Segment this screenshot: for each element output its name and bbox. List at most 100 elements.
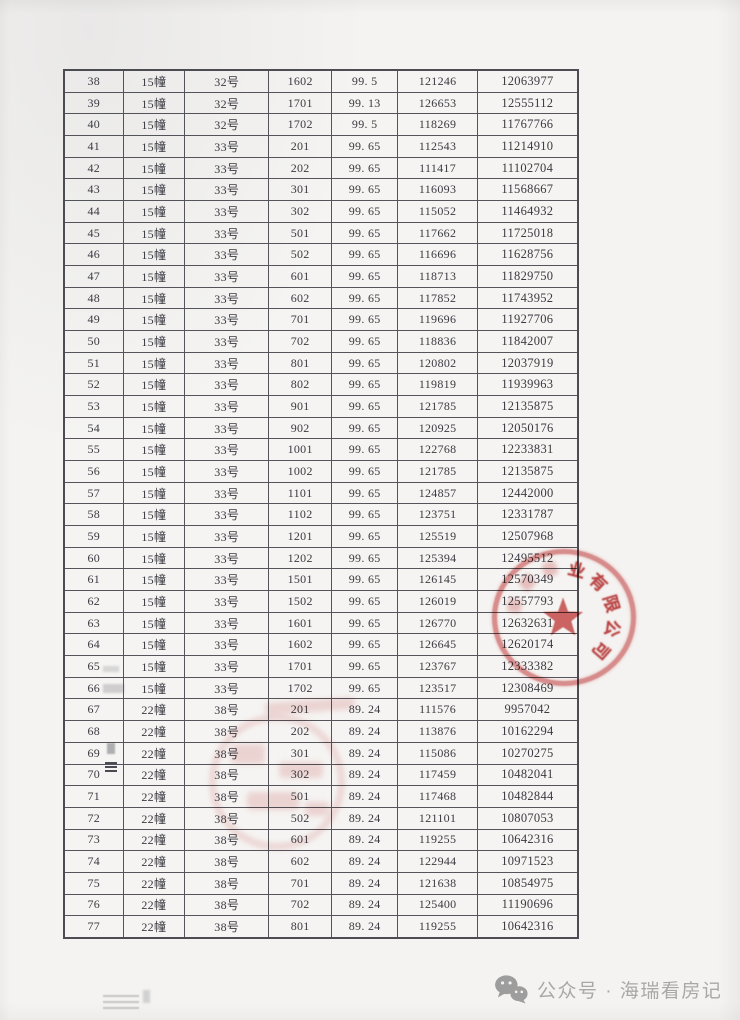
cell-no: 75 (65, 872, 124, 894)
cell-building: 15幢 (124, 331, 186, 352)
cell-unit: 38号 (185, 872, 270, 894)
cell-room: 601 (269, 266, 332, 287)
cell-no: 69 (65, 742, 124, 764)
cell-unit_price: 123767 (398, 656, 478, 677)
cell-area: 99. 65 (332, 547, 399, 569)
cell-area: 99. 65 (332, 331, 399, 352)
cell-room: 802 (269, 374, 332, 396)
cell-room: 902 (269, 417, 332, 439)
cell-no: 44 (65, 201, 124, 222)
price-table: 38 15幢 32号 1602 99. 5 121246 12063977 39 15幢 32号 1… (63, 69, 579, 939)
cell-no: 73 (65, 829, 124, 851)
cell-unit: 33号 (185, 309, 270, 331)
cell-area: 99. 65 (332, 244, 399, 266)
cell-room: 301 (269, 179, 332, 201)
cell-no: 59 (65, 526, 124, 547)
cell-total_price: 10807053 (501, 810, 554, 825)
cell-building: 22幢 (124, 829, 186, 851)
cell-area: 99. 65 (332, 417, 399, 439)
cell-area: 89. 24 (332, 786, 399, 807)
cell-unit: 33号 (185, 157, 270, 179)
cell-total_price: 10482844 (501, 789, 554, 803)
cell-room: 302 (269, 201, 332, 222)
cell-area: 99. 65 (332, 461, 399, 482)
star-icon (543, 596, 584, 636)
cell-total_price: 12135875 (501, 398, 554, 413)
cell-area: 99. 65 (332, 656, 399, 677)
cell-unit_price: 121785 (398, 396, 478, 417)
cell-room: 501 (269, 222, 332, 244)
cell-unit_price: 126019 (398, 591, 478, 612)
cell-building: 15幢 (124, 71, 186, 92)
cell-unit: 33号 (185, 677, 270, 699)
wechat-icon (495, 975, 528, 1004)
cell-unit_price: 111417 (398, 157, 478, 179)
cell-no: 57 (65, 482, 124, 504)
cell-unit: 38号 (185, 894, 270, 916)
table-row: 40 15幢 32号 1702 99. 5 118269 11767766 (65, 114, 577, 137)
cell-total_price: 12331787 (501, 507, 554, 522)
cell-no: 60 (65, 547, 124, 569)
cell-area: 99. 5 (332, 114, 399, 136)
company-seal: 业 有 限 公 司 (492, 549, 636, 686)
cell-room: 1702 (269, 677, 332, 699)
cell-area: 89. 24 (332, 721, 399, 742)
cell-building: 15幢 (124, 287, 186, 309)
cell-unit: 33号 (185, 461, 270, 482)
cell-unit: 33号 (185, 222, 270, 244)
cell-unit: 33号 (185, 547, 270, 569)
cell-room: 702 (269, 331, 332, 352)
table-row: 44 15幢 33号 302 99. 65 115052 11464932 (65, 201, 577, 223)
cell-area: 89. 24 (332, 742, 399, 764)
cell-room: 1701 (269, 656, 332, 677)
table-row: 52 15幢 33号 802 99. 65 119819 11939963 (65, 374, 577, 397)
cell-total_price: 10162294 (501, 723, 554, 738)
cell-no: 43 (65, 179, 124, 201)
cell-area: 99. 65 (332, 222, 399, 244)
cell-room: 1101 (269, 482, 332, 504)
table-row: 74 22幢 38号 602 89. 24 122944 10971523 (65, 851, 577, 873)
cell-no: 55 (65, 439, 124, 461)
cell-unit_price: 121785 (398, 461, 478, 482)
faint-stamp-ring-icon (209, 714, 345, 850)
cell-unit: 32号 (185, 114, 270, 136)
cell-no: 41 (65, 136, 124, 157)
cell-building: 15幢 (124, 309, 186, 331)
cell-unit: 33号 (185, 526, 270, 547)
cell-building: 15幢 (124, 591, 186, 612)
cell-area: 99. 65 (332, 396, 399, 417)
cell-total_price: 10482041 (501, 767, 554, 782)
cell-area: 89. 24 (332, 851, 399, 872)
cell-unit_price: 113876 (398, 721, 478, 742)
table-row: 54 15幢 33号 902 99. 65 120925 12050176 (65, 417, 577, 440)
cell-total_price: 9957042 (504, 702, 551, 717)
cell-no: 64 (65, 634, 124, 656)
cell-room: 602 (269, 287, 332, 309)
faint-stamp-mark (247, 792, 299, 810)
cell-unit_price: 124857 (398, 482, 478, 504)
table-row: 76 22幢 38号 702 89. 24 125400 11190696 (65, 894, 577, 917)
table-row: 47 15幢 33号 601 99. 65 118713 11829750 (65, 266, 577, 288)
cell-building: 15幢 (124, 244, 186, 266)
cell-unit: 33号 (185, 179, 270, 201)
cell-total_price: 11939963 (501, 377, 554, 392)
cell-no: 39 (65, 92, 124, 114)
cell-unit: 38号 (185, 916, 270, 937)
table-row: 39 15幢 32号 1701 99. 13 126653 12555112 (65, 92, 577, 115)
cell-room: 1602 (269, 634, 332, 656)
cell-building: 15幢 (124, 374, 186, 396)
cell-no: 53 (65, 396, 124, 417)
cell-area: 89. 24 (332, 699, 399, 721)
cell-building: 15幢 (124, 201, 186, 222)
cell-room: 701 (269, 309, 332, 331)
cell-area: 89. 24 (332, 764, 399, 786)
cell-unit_price: 125394 (398, 547, 478, 569)
cell-unit_price: 118713 (398, 266, 478, 287)
cell-building: 15幢 (124, 222, 186, 244)
cell-area: 99. 65 (332, 179, 399, 201)
cell-unit_price: 123517 (398, 677, 478, 699)
table-row: 67 22幢 38号 201 89. 24 111576 9957042 (65, 699, 577, 722)
cell-area: 99. 65 (332, 591, 399, 612)
table-row: 75 22幢 38号 701 89. 24 121638 10854975 (65, 872, 577, 895)
cell-building: 22幢 (124, 807, 186, 829)
